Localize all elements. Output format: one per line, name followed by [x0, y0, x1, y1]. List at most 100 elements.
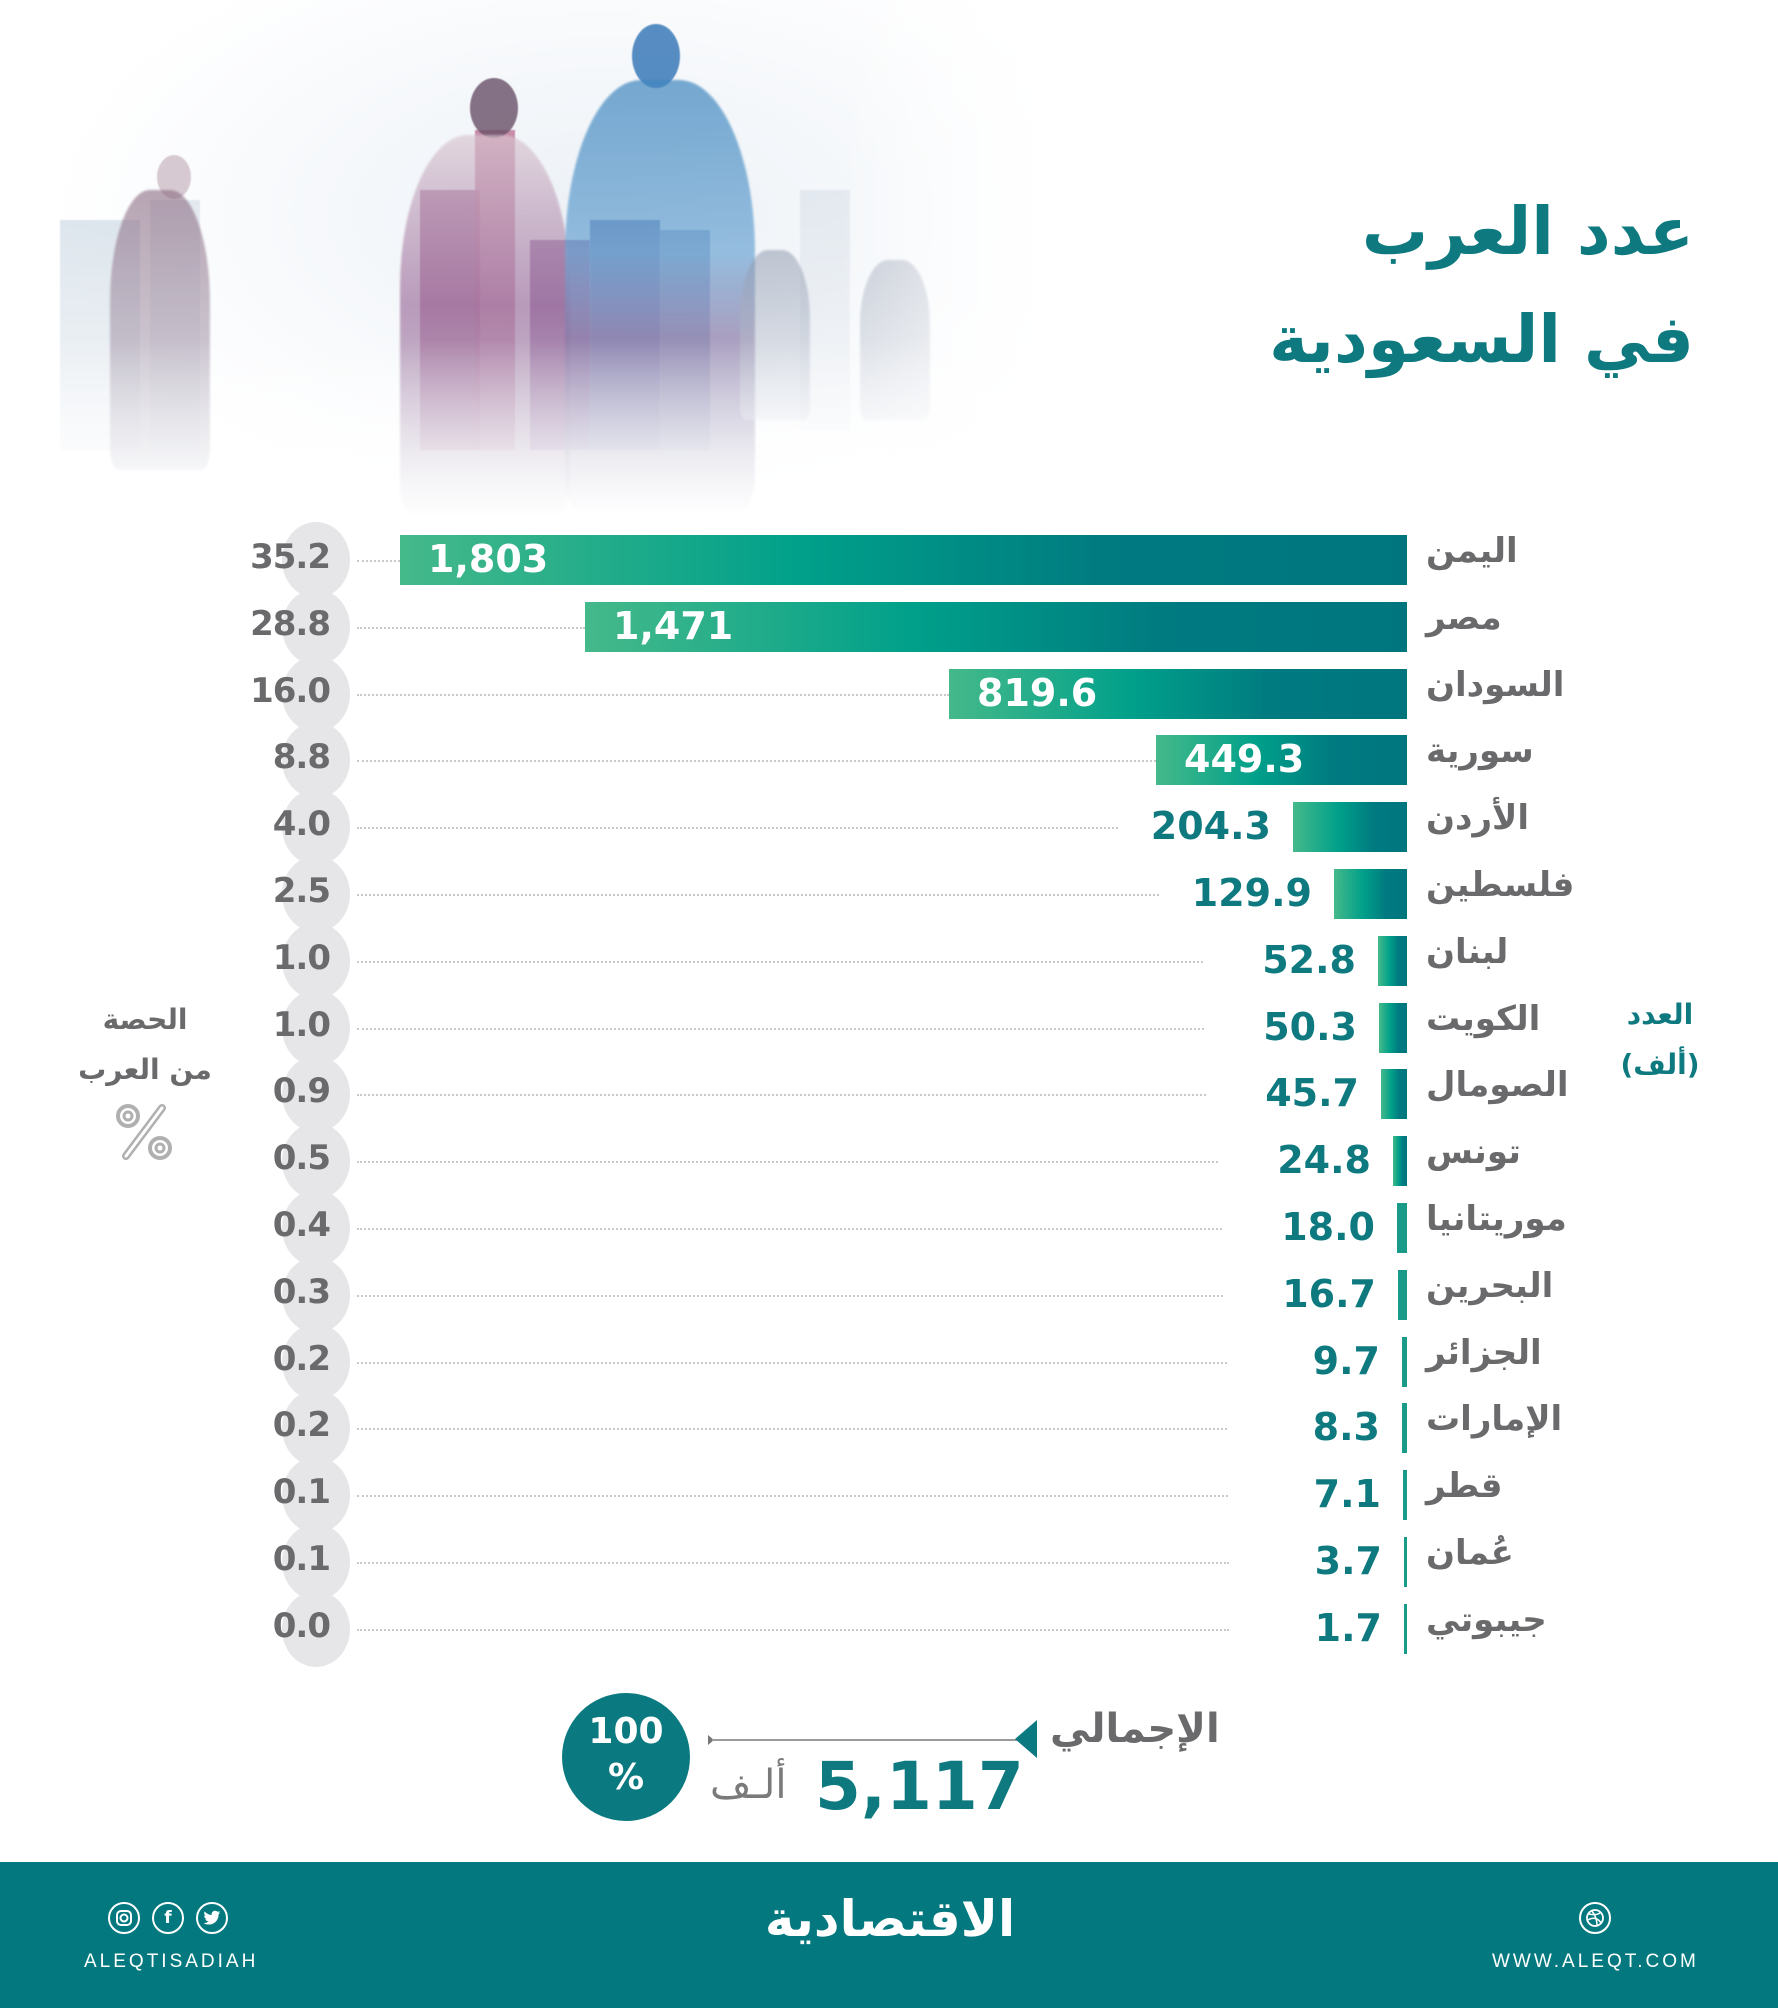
- bar: [1404, 1603, 1407, 1654]
- country-label: جيبوتي: [1426, 1599, 1547, 1640]
- dotted-leader-line: [357, 1027, 1204, 1030]
- dotted-leader-line: [357, 693, 949, 696]
- total-label: الإجمالي: [1050, 1706, 1220, 1752]
- bar-value: 45.7: [1265, 1071, 1359, 1116]
- count-label-line-1: العدد: [1626, 998, 1694, 1031]
- chart-row: 0.4 18.0 موريتانيا: [0, 1190, 1778, 1266]
- facebook-icon[interactable]: f: [152, 1902, 184, 1934]
- bar: [1397, 1203, 1407, 1253]
- page-title: عدد العرب في السعودية: [1269, 178, 1694, 394]
- count-label-line-2: (ألف): [1620, 1048, 1700, 1081]
- country-label: عُمان: [1426, 1533, 1514, 1573]
- share-pct: 28.8: [250, 603, 331, 644]
- bar-value: 24.8: [1277, 1138, 1371, 1183]
- share-pct: 35.2: [250, 537, 331, 577]
- total-pct-symbol: %: [607, 1757, 645, 1798]
- bar: [1378, 935, 1407, 986]
- dotted-leader-line: [357, 1628, 1229, 1631]
- bar-value: 1.7: [1314, 1605, 1382, 1650]
- instagram-icon[interactable]: [108, 1902, 140, 1934]
- bar-value: 9.7: [1312, 1338, 1380, 1383]
- country-label: مصر: [1426, 597, 1502, 638]
- dribbble-globe-icon[interactable]: [1579, 1902, 1611, 1934]
- share-pct: 0.3: [272, 1271, 331, 1312]
- country-label: لبنان: [1426, 931, 1509, 972]
- bar-value: 204.3: [1150, 804, 1271, 849]
- bar-value: 129.9: [1191, 871, 1312, 915]
- dotted-leader-line: [357, 894, 1159, 896]
- dotted-leader-line: [357, 827, 1118, 830]
- bar-value: 1,471: [613, 603, 734, 648]
- dotted-leader-line: [357, 1361, 1227, 1364]
- pct-circle-bg: [282, 1256, 350, 1333]
- social-handle[interactable]: ALEQTISADIAH: [84, 1951, 259, 1972]
- country-label: الكويت: [1426, 998, 1541, 1039]
- chart-row: 2.5 129.9 فلسطين: [0, 856, 1778, 932]
- brand-logo[interactable]: الاقتصادية: [764, 1890, 1016, 1948]
- country-label: الجزائر: [1426, 1332, 1542, 1373]
- pct-circle-bg: [282, 1323, 350, 1400]
- bar: [1334, 869, 1407, 919]
- bar: [1402, 1336, 1407, 1387]
- share-label-line-2: من العرب: [78, 1053, 212, 1086]
- country-label: فلسطين: [1426, 865, 1575, 905]
- chart-row: 1.0 50.3 الكويت: [0, 989, 1778, 1066]
- title-line-2: في السعودية: [1269, 301, 1694, 378]
- pct-circle-bg: [282, 722, 350, 799]
- social-icons: f: [108, 1902, 228, 1934]
- pct-circle-bg: [282, 588, 350, 665]
- bar-value: 18.0: [1281, 1205, 1375, 1249]
- share-pct: 1.0: [272, 937, 331, 978]
- person-head: [470, 78, 518, 138]
- count-axis-label: العدد (ألف): [1610, 990, 1710, 1090]
- chart-row: 0.2 8.3 الإمارات: [0, 1390, 1778, 1467]
- bar: [1403, 1470, 1407, 1521]
- dotted-leader-line: [357, 1562, 1229, 1564]
- chart-row: 4.0 204.3 الأردن: [0, 789, 1778, 866]
- dotted-leader-line: [357, 626, 585, 629]
- bar: [585, 601, 1407, 652]
- footer: f ALEQTISADIAH الاقتصادية WWW.ALEQT.COM: [0, 1862, 1778, 2008]
- bar-value: 50.3: [1263, 1004, 1357, 1049]
- bar: [1293, 802, 1407, 853]
- hero-image: [0, 0, 1100, 540]
- person-head: [632, 24, 680, 88]
- dotted-leader-line: [357, 760, 1156, 763]
- country-label: السودان: [1426, 664, 1565, 705]
- chart-row: 0.5 24.8 تونس: [0, 1123, 1778, 1200]
- chart-row: 0.3 16.7 البحرين: [0, 1256, 1778, 1333]
- pct-circle-bg: [282, 655, 350, 732]
- share-pct: 16.0: [250, 670, 331, 711]
- chart-row: 35.2 1,803 اليمن: [0, 522, 1778, 598]
- share-pct: 0.5: [272, 1138, 331, 1179]
- share-pct: 0.2: [272, 1405, 331, 1446]
- dotted-leader-line: [357, 1228, 1222, 1230]
- pct-circle-bg: [282, 1190, 350, 1266]
- bar-value: 819.6: [977, 670, 1098, 715]
- chart-row: 0.1 3.7 عُمان: [0, 1524, 1778, 1600]
- bar-value: 16.7: [1282, 1271, 1376, 1316]
- share-pct: 2.5: [272, 871, 331, 911]
- chart-row: 16.0 819.6 السودان: [0, 655, 1778, 732]
- chart-row: 0.2 9.7 الجزائر: [0, 1323, 1778, 1400]
- dotted-leader-line: [357, 1161, 1218, 1164]
- share-label-line-1: الحصة: [102, 1003, 188, 1036]
- bar-value: 1,803: [428, 537, 549, 581]
- share-axis-label: الحصة من العرب: [70, 995, 220, 1095]
- twitter-icon[interactable]: [196, 1902, 228, 1934]
- total-unit: ألـف: [710, 1762, 787, 1808]
- share-pct: 0.1: [272, 1539, 331, 1579]
- hero-fade-right: [840, 0, 1100, 540]
- title-line-1: عدد العرب: [1361, 193, 1694, 270]
- website-link[interactable]: WWW.ALEQT.COM: [1492, 1951, 1699, 1972]
- total-line-start-marker: [708, 1735, 714, 1745]
- bar-value: 52.8: [1262, 937, 1356, 982]
- chart-row: 28.8 1,471 مصر: [0, 588, 1778, 665]
- country-label: قطر: [1426, 1466, 1503, 1507]
- bar: [400, 535, 1407, 585]
- pct-circle-bg: [282, 1123, 350, 1200]
- bar-value: 8.3: [1312, 1405, 1380, 1450]
- share-pct: 4.0: [272, 804, 331, 845]
- share-pct: 0.2: [272, 1338, 331, 1379]
- pct-circle-bg: [282, 789, 350, 866]
